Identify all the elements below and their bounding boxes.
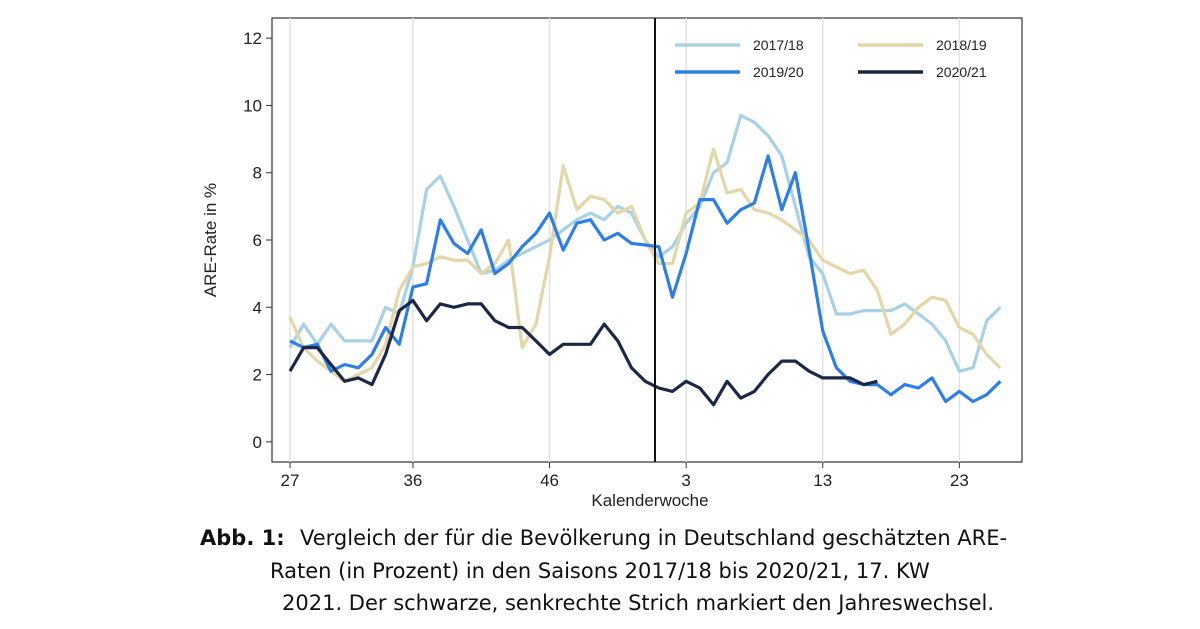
- y-tick-label: 8: [253, 164, 262, 183]
- x-axis-label: Kalenderwoche: [591, 491, 708, 510]
- series-line: [288, 147, 1002, 383]
- x-tick-label: 13: [813, 471, 832, 490]
- legend-label: 2020/21: [936, 64, 987, 80]
- series-line: [288, 298, 878, 407]
- legend-label: 2018/19: [936, 37, 987, 53]
- caption-line: Raten (in Prozent) in den Saisons 2017/1…: [270, 559, 930, 583]
- caption-line: 2021. Der schwarze, senkrechte Strich ma…: [282, 591, 994, 615]
- lines: [288, 113, 1002, 407]
- y-tick-label: 0: [253, 433, 262, 452]
- y-tick-label: 2: [253, 366, 262, 385]
- x-tick-label: 23: [950, 471, 969, 490]
- y-tick-label: 4: [253, 298, 262, 317]
- y-tick-label: 6: [253, 231, 262, 250]
- y-tick-label: 10: [243, 96, 262, 115]
- y-axis-label: ARE-Rate in %: [201, 183, 220, 297]
- y-tick-label: 12: [243, 29, 262, 48]
- legend-label: 2019/20: [753, 64, 804, 80]
- series-line: [289, 154, 1002, 404]
- grid: [289, 18, 961, 462]
- x-tick-label: 27: [281, 471, 300, 490]
- legend-label: 2017/18: [753, 37, 804, 53]
- caption-line: Vergleich der für die Bevölkerung in Deu…: [300, 526, 1007, 550]
- x-tick-label: 3: [681, 471, 690, 490]
- caption-label: Abb. 1:: [200, 526, 285, 550]
- x-tick-label: 36: [403, 471, 422, 490]
- x-tick-label: 46: [540, 471, 559, 490]
